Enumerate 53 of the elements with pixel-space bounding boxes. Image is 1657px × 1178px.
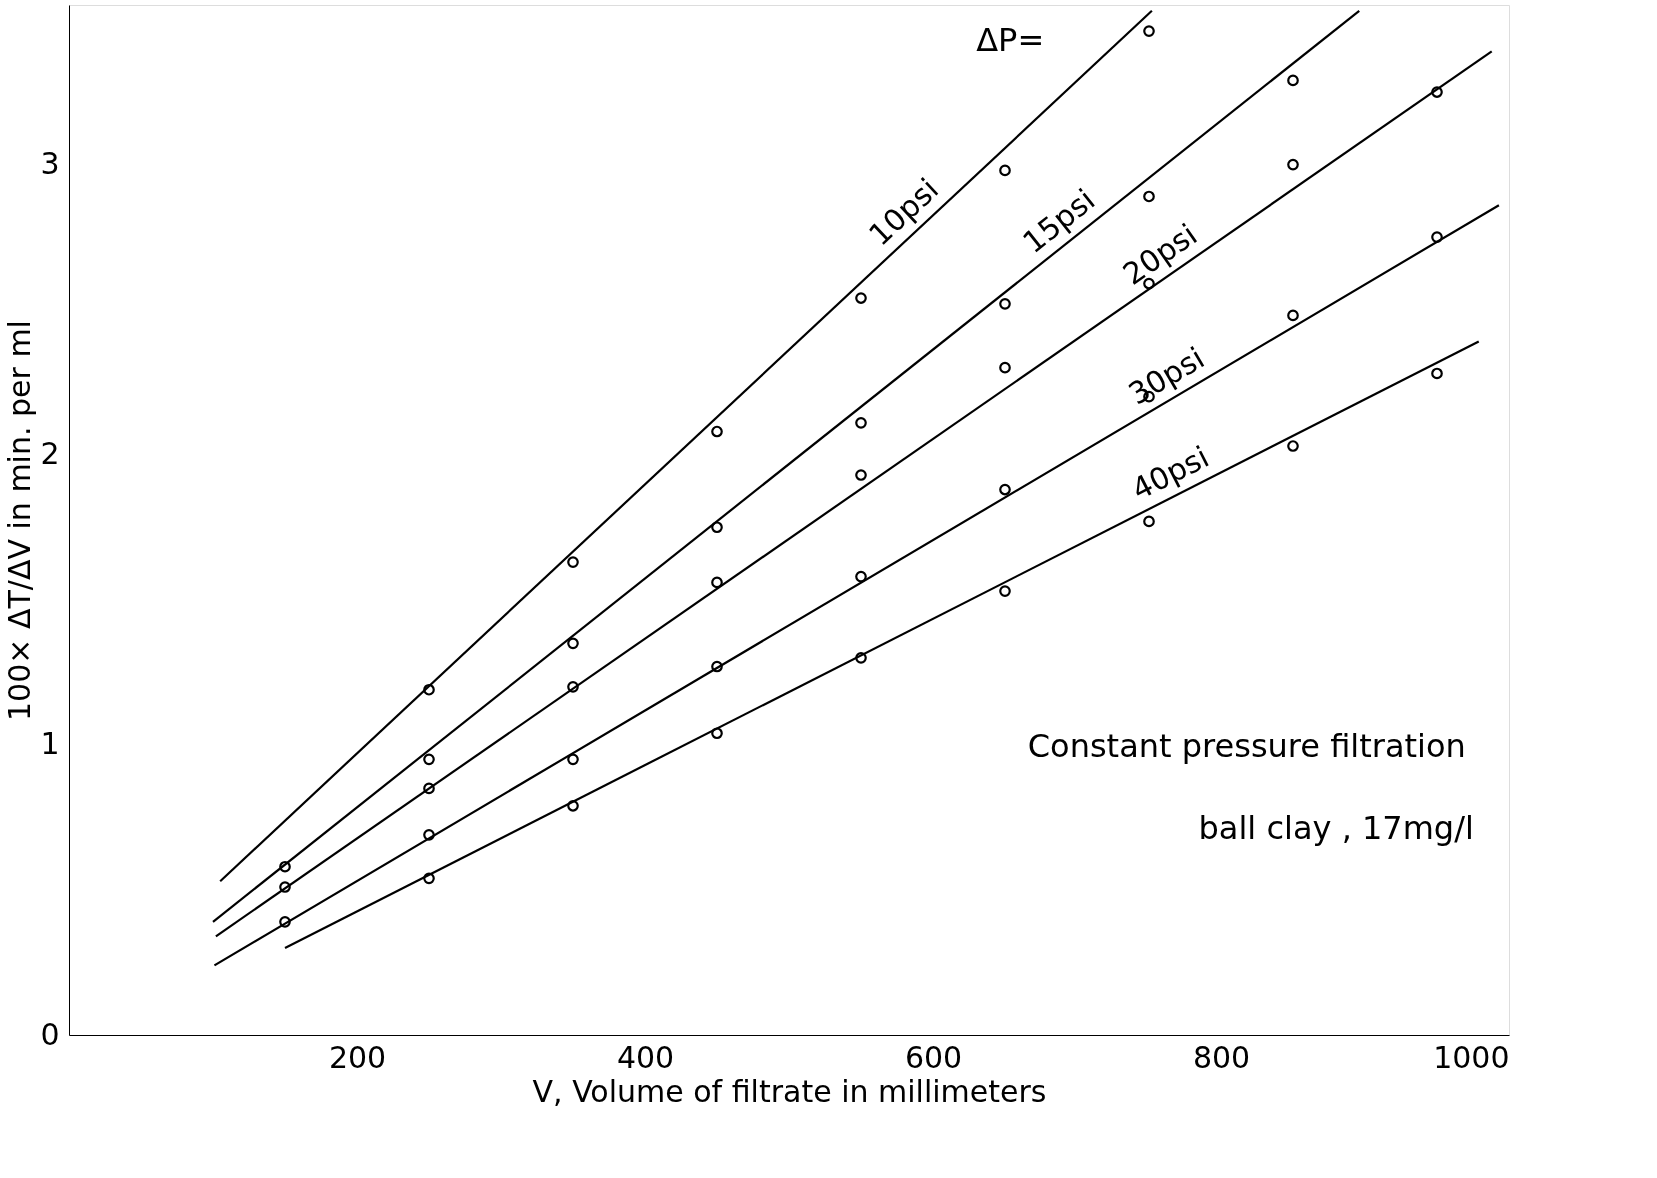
point <box>711 727 723 740</box>
point <box>567 637 579 650</box>
point <box>567 753 579 766</box>
point <box>1143 190 1155 203</box>
annotation: ball clay , 17mg/l <box>1198 809 1474 847</box>
point <box>855 570 867 583</box>
y-tick-label: 1 <box>40 726 60 762</box>
point <box>999 585 1011 597</box>
point <box>567 681 579 693</box>
point <box>1431 367 1443 380</box>
x-tick-label: 600 <box>904 1039 963 1075</box>
annotation: ΔP= <box>976 21 1045 60</box>
x-tick-label: 800 <box>1192 1039 1251 1075</box>
point <box>855 469 867 481</box>
x-tick-label: 1000 <box>1433 1039 1510 1075</box>
point <box>279 916 291 928</box>
y-axis-title: 100× ΔT/ΔV in min. per ml <box>2 320 38 721</box>
point <box>1287 309 1299 322</box>
x-tick-label: 200 <box>328 1039 387 1075</box>
point <box>711 576 723 589</box>
point <box>711 521 723 534</box>
point <box>423 782 435 795</box>
point <box>423 683 435 696</box>
x-axis-title: V, Volume of filtrate in millimeters <box>532 1073 1047 1109</box>
point <box>855 292 867 304</box>
point <box>423 828 435 841</box>
point <box>999 483 1011 496</box>
y-tick-label: 3 <box>40 146 60 182</box>
point <box>999 298 1011 310</box>
point <box>999 361 1011 374</box>
point <box>1143 25 1155 37</box>
point <box>423 753 435 766</box>
y-tick-label: 0 <box>40 1016 60 1052</box>
point <box>1143 515 1155 528</box>
point <box>1287 74 1299 87</box>
point <box>1431 231 1443 243</box>
point <box>1287 158 1299 171</box>
x-tick-label: 400 <box>616 1039 675 1075</box>
point <box>855 416 867 429</box>
point <box>567 799 579 812</box>
point <box>711 425 723 438</box>
point <box>855 651 867 664</box>
y-tick-label: 2 <box>40 436 60 472</box>
point <box>567 556 579 568</box>
text: 40psi <box>1126 439 1215 508</box>
point <box>1287 440 1299 452</box>
point <box>279 881 291 893</box>
point <box>999 164 1011 177</box>
annotation: Constant pressure filtration <box>1027 726 1466 765</box>
point <box>279 860 291 873</box>
point <box>1431 86 1443 98</box>
point <box>423 872 435 885</box>
point <box>711 660 723 673</box>
